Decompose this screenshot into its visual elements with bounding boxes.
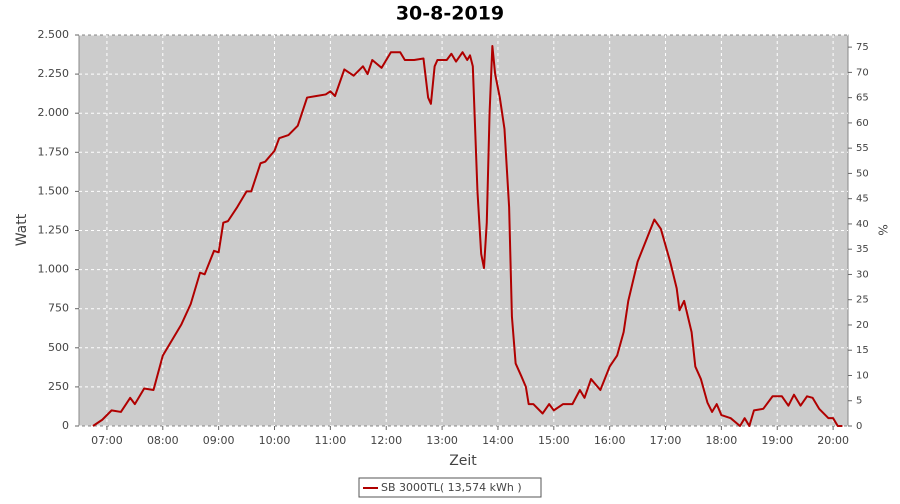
x-tick-label: 20:00 — [817, 434, 849, 447]
y-tick-label: 500 — [48, 341, 69, 354]
x-tick-label: 12:00 — [370, 434, 402, 447]
x-tick-label: 15:00 — [538, 434, 570, 447]
y2-tick-label: 0 — [856, 421, 862, 432]
y-tick-label: 0 — [62, 419, 69, 432]
y2-tick-label: 10 — [856, 370, 869, 381]
x-tick-label: 11:00 — [315, 434, 347, 447]
y-tick-label: 750 — [48, 302, 69, 315]
y2-tick-label: 20 — [856, 320, 869, 331]
y2-axis-label: % — [876, 224, 890, 235]
y2-tick-label: 30 — [856, 269, 869, 280]
x-tick-label: 19:00 — [761, 434, 793, 447]
y2-tick-label: 60 — [856, 118, 869, 129]
y2-tick-label: 45 — [856, 194, 869, 205]
x-tick-label: 09:00 — [203, 434, 235, 447]
y-tick-label: 2.000 — [38, 106, 70, 119]
y2-tick-label: 15 — [856, 345, 869, 356]
y-tick-label: 1.500 — [38, 184, 70, 197]
y2-tick-label: 65 — [856, 93, 869, 104]
legend-label: SB 3000TL( 13,574 kWh ) — [381, 481, 522, 494]
y2-tick-label: 5 — [856, 396, 862, 407]
x-tick-label: 16:00 — [594, 434, 626, 447]
y-tick-label: 250 — [48, 380, 69, 393]
x-tick-label: 07:00 — [91, 434, 123, 447]
y2-tick-label: 50 — [856, 168, 869, 179]
chart-title: 30-8-2019 — [396, 3, 504, 25]
y-axis-label: Watt — [14, 213, 30, 246]
y-tick-label: 2.500 — [38, 28, 70, 41]
legend — [358, 477, 542, 498]
x-tick-label: 17:00 — [650, 434, 682, 447]
y-tick-label: 1.250 — [38, 224, 70, 237]
y-tick-label: 1.750 — [38, 145, 70, 158]
y2-tick-label: 70 — [856, 67, 869, 78]
x-axis-label: Zeit — [449, 453, 477, 469]
y-tick-label: 2.250 — [38, 67, 70, 80]
y2-tick-label: 55 — [856, 143, 869, 154]
series-line — [92, 44, 843, 427]
y2-tick-label: 40 — [856, 219, 869, 230]
y-tick-label: 1.000 — [38, 263, 70, 276]
y2-tick-label: 75 — [856, 42, 869, 53]
x-tick-label: 08:00 — [147, 434, 179, 447]
x-tick-label: 18:00 — [706, 434, 738, 447]
y2-tick-label: 25 — [856, 295, 869, 306]
x-tick-label: 13:00 — [426, 434, 458, 447]
x-tick-label: 14:00 — [482, 434, 514, 447]
y2-tick-label: 35 — [856, 244, 869, 255]
x-tick-label: 10:00 — [259, 434, 291, 447]
